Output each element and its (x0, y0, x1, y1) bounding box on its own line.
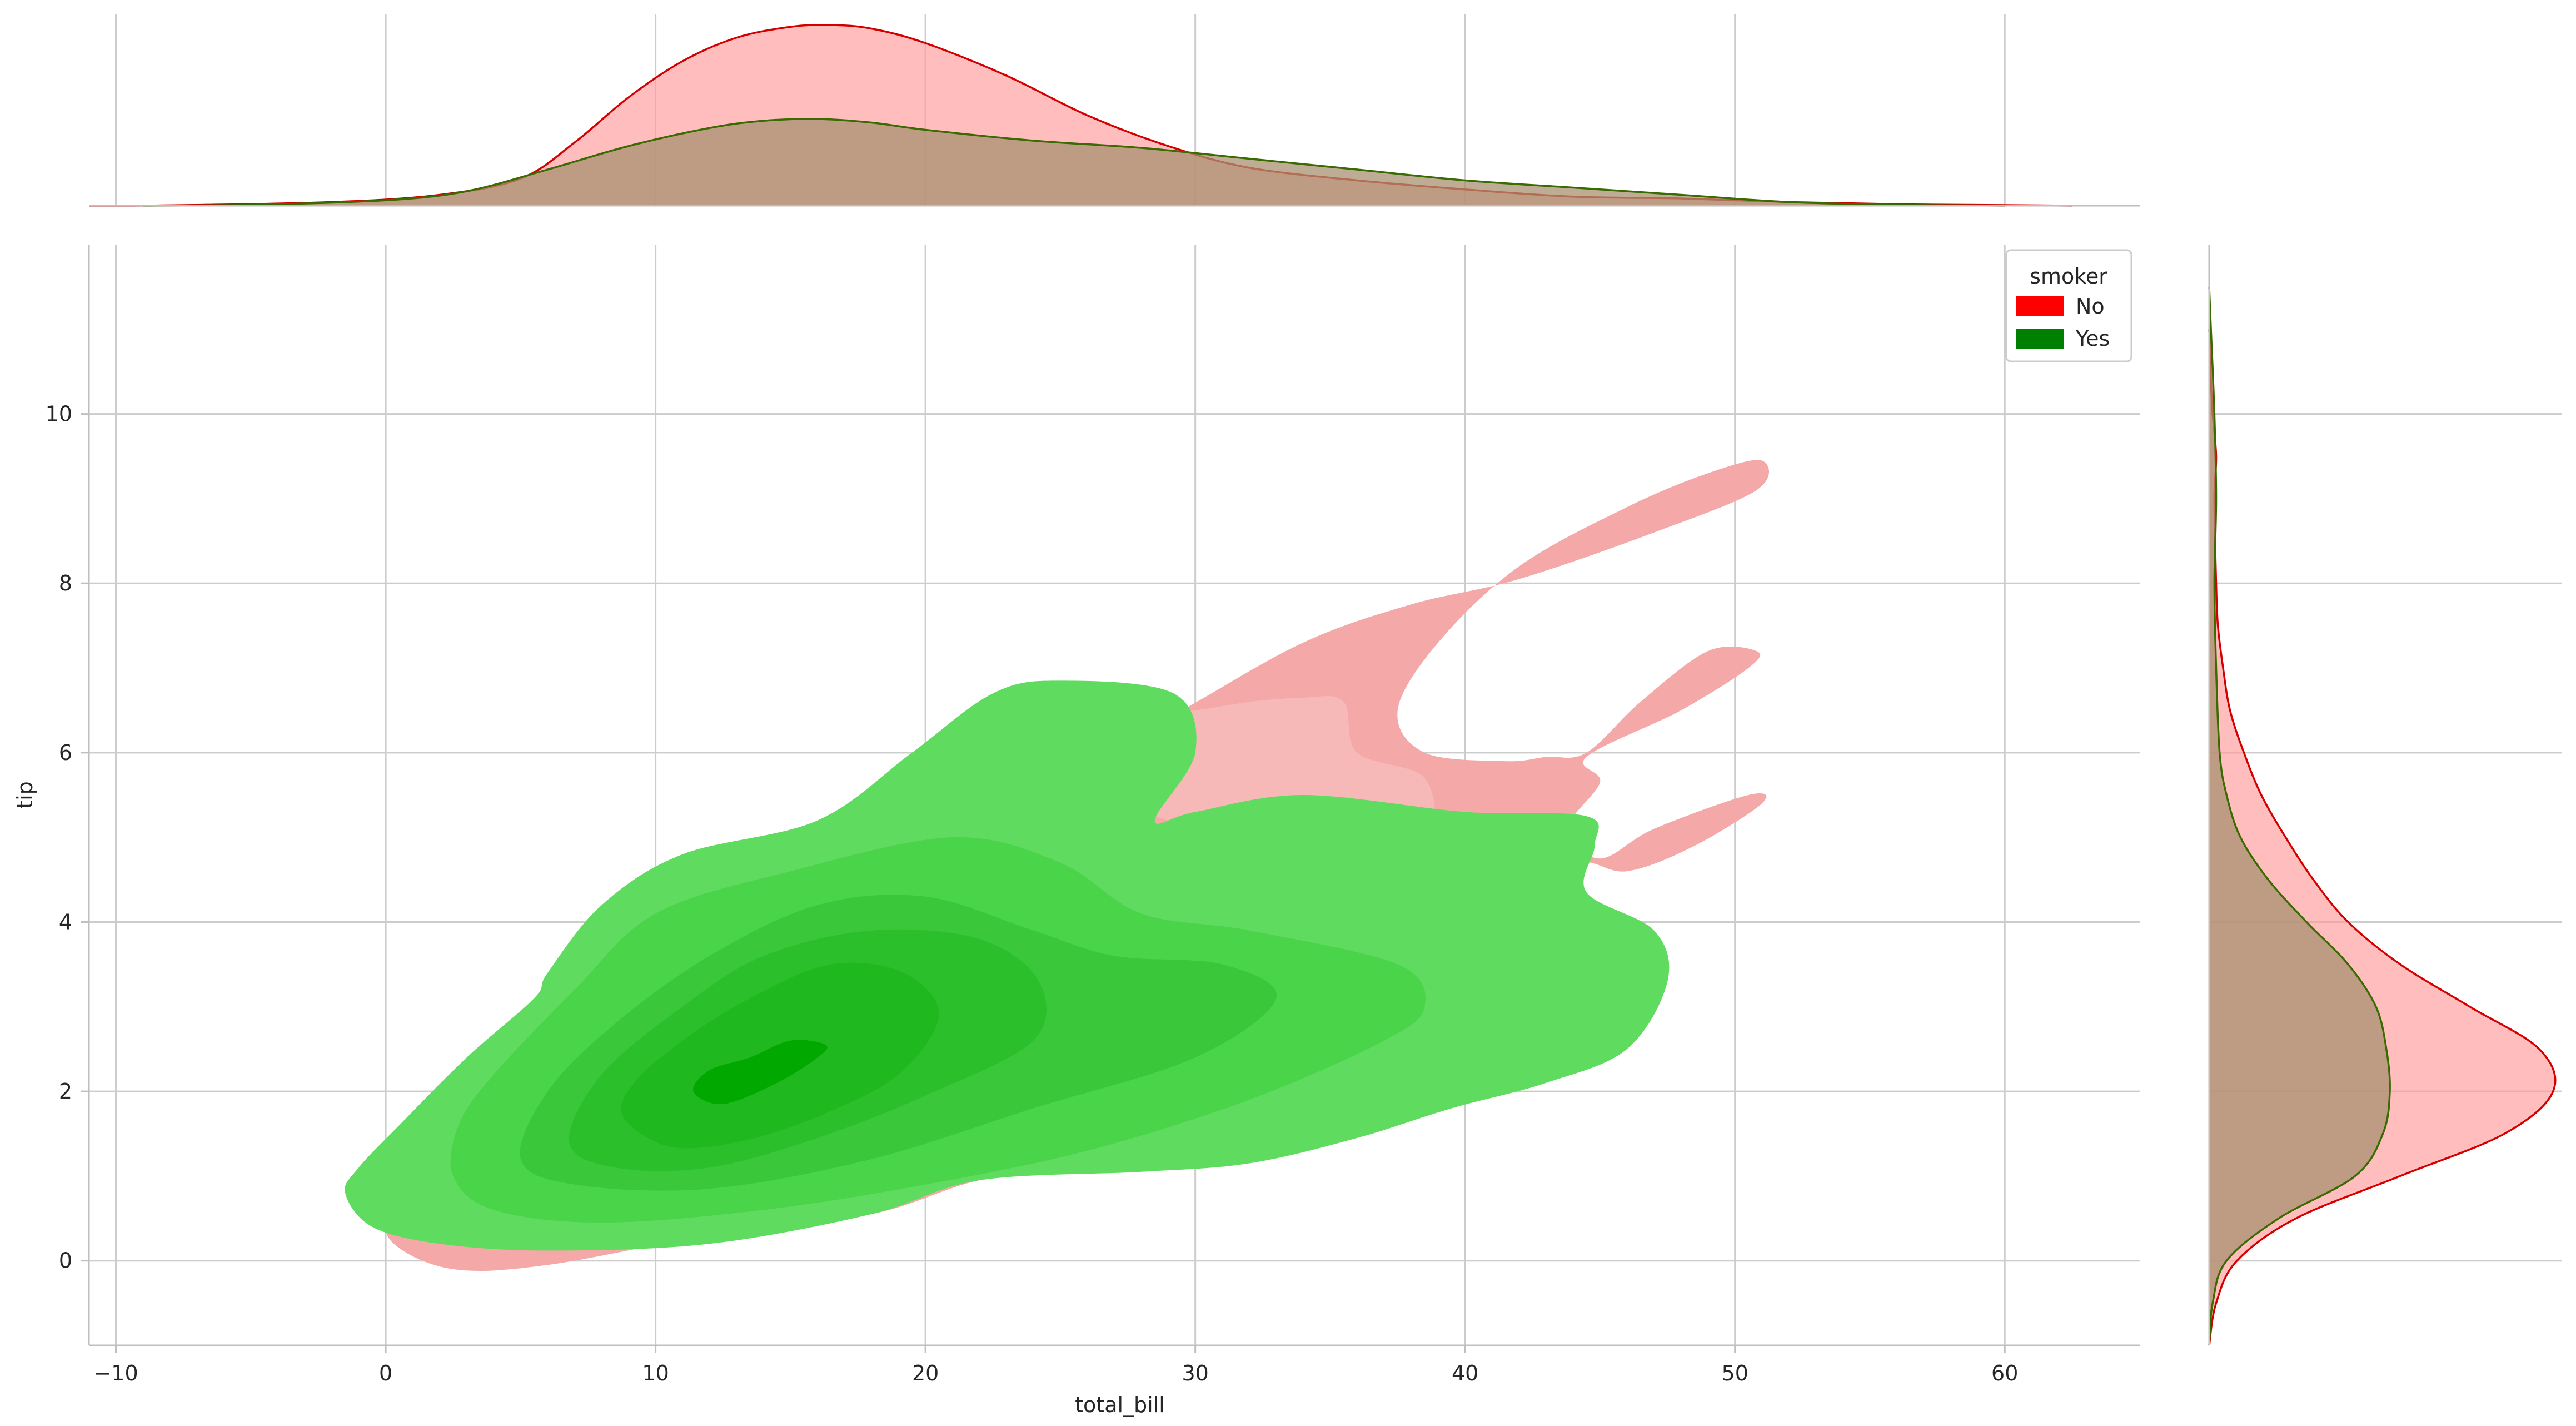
legend-swatch-no (2016, 296, 2064, 316)
y-tick-labels: 0 2 4 6 8 10 (46, 402, 89, 1273)
y-tick-label: 10 (46, 402, 72, 426)
x-tick-label: 50 (1722, 1361, 1748, 1385)
y-axis-label: tip (13, 781, 37, 809)
y-tick-label: 6 (59, 741, 72, 765)
marginal-x-plot (88, 14, 2140, 207)
legend-label-no: No (2076, 294, 2105, 319)
x-tick-label: 30 (1182, 1361, 1208, 1385)
marginal-x-area-yes (143, 118, 2005, 206)
marginal-y-area-yes (2209, 287, 2390, 1346)
marginal-y-density-series (2208, 287, 2557, 1346)
legend-swatch-yes (2016, 329, 2064, 349)
y-tick-label: 2 (59, 1079, 72, 1104)
legend: smoker No Yes (2005, 249, 2132, 362)
y-tick-label: 4 (59, 910, 72, 934)
joint-plot: −10 0 10 20 30 40 50 60 0 2 4 6 8 10 total_bill tip (13, 245, 2140, 1417)
legend-title: smoker (2030, 264, 2107, 289)
marginal-x-density-series (88, 24, 2072, 207)
x-tick-label: 20 (912, 1361, 939, 1385)
x-tick-label: 60 (1991, 1361, 2018, 1385)
kde-contour-yes-level-6 (692, 1040, 828, 1105)
marginal-x-line-yes (143, 118, 2005, 207)
x-axis-label: total_bill (1075, 1393, 1165, 1417)
joint-kde-contours (345, 460, 1770, 1271)
x-tick-label: −10 (93, 1361, 138, 1385)
y-tick-label: 0 (59, 1249, 72, 1273)
x-tick-label: 10 (642, 1361, 669, 1385)
x-tick-label: 40 (1452, 1361, 1478, 1385)
marginal-y-plot (2208, 245, 2562, 1346)
marginal-y-line-yes (2208, 287, 2391, 1346)
x-tick-labels: −10 0 10 20 30 40 50 60 (93, 1345, 2018, 1385)
legend-label-yes: Yes (2075, 326, 2110, 351)
y-tick-label: 8 (59, 571, 72, 595)
x-tick-label: 0 (379, 1361, 392, 1385)
